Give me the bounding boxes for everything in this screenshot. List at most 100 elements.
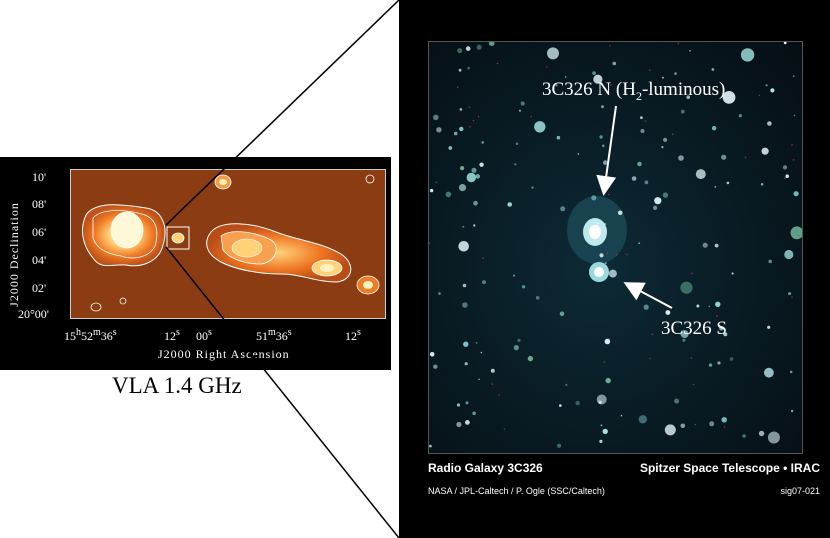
noise-pixel (649, 357, 651, 360)
noise-pixel (615, 254, 618, 256)
star (456, 421, 462, 428)
star (696, 304, 700, 308)
noise-pixel (692, 383, 695, 386)
star (640, 116, 643, 119)
ra-tick: 15h52m36s (64, 327, 117, 343)
noise-pixel (456, 86, 459, 88)
star (726, 181, 730, 185)
star (481, 141, 484, 144)
star (708, 363, 713, 367)
star (714, 185, 717, 188)
noise-pixel (545, 66, 548, 68)
noise-pixel (496, 62, 499, 65)
star (761, 147, 769, 155)
spitzer-ir-panel: 3C326 N (H2-luminous) 3C326 S Radio Gala… (399, 0, 830, 538)
star (715, 301, 721, 307)
ir-image: 3C326 N (H2-luminous) 3C326 S (428, 41, 803, 454)
star (475, 174, 480, 179)
star (472, 411, 476, 416)
noise-pixel (744, 156, 747, 159)
star (471, 167, 477, 173)
star (620, 414, 623, 417)
star (603, 223, 607, 226)
noise-pixel (468, 106, 471, 109)
star (527, 355, 534, 362)
star (488, 42, 495, 46)
noise-pixel (671, 133, 674, 136)
star (612, 61, 617, 66)
star (547, 47, 559, 60)
star (662, 192, 669, 198)
star (717, 361, 721, 365)
image-id: sig07-021 (780, 486, 820, 496)
star (770, 88, 775, 93)
noise-pixel (723, 426, 726, 428)
star (429, 242, 430, 244)
star (702, 242, 708, 248)
noise-pixel (472, 119, 475, 122)
star (458, 68, 462, 72)
star (456, 403, 461, 407)
dec-tick: 04' (32, 253, 47, 267)
star (638, 242, 640, 245)
star (565, 383, 568, 386)
star (678, 155, 684, 161)
vla-radio-map-panel: 10' 08' 06' 04' 02' 20°00' 15h52m36s 12s… (0, 157, 391, 370)
noise-pixel (797, 234, 800, 237)
star (664, 424, 676, 436)
star (760, 183, 764, 186)
star (638, 415, 647, 424)
ra-axis-label: J2000 Right Ascension (158, 347, 290, 361)
star (711, 126, 717, 131)
noise-pixel (477, 115, 480, 118)
noise-pixel (649, 69, 651, 71)
star (767, 431, 780, 444)
arrow-overlay (596, 105, 673, 309)
star (783, 42, 787, 45)
star (661, 146, 664, 149)
noise-pixel (791, 296, 793, 298)
star (475, 342, 478, 344)
star (695, 169, 706, 180)
star (602, 428, 608, 435)
dec-tick: 20°00' (18, 307, 49, 321)
radio-contour-graphic (82, 174, 380, 312)
star (514, 163, 517, 166)
star (429, 444, 432, 448)
noise-pixel (608, 337, 610, 340)
star (466, 172, 476, 183)
star (436, 127, 442, 133)
noise-pixel (606, 252, 608, 255)
star (680, 281, 693, 294)
star (789, 370, 793, 374)
star (689, 49, 691, 52)
star (453, 131, 458, 136)
noise-pixel (716, 315, 718, 317)
noise-pixel (609, 45, 611, 47)
star (429, 352, 435, 357)
star (723, 332, 728, 337)
dec-tick: 10' (32, 170, 47, 184)
star (682, 338, 686, 342)
star (478, 378, 480, 381)
dec-tick: 02' (32, 281, 47, 295)
star (575, 400, 580, 406)
star (793, 191, 799, 197)
star (601, 105, 604, 109)
star (722, 91, 736, 104)
star (665, 310, 671, 315)
noise-pixel (626, 253, 628, 256)
dec-tick: 06' (32, 225, 47, 239)
star (674, 72, 677, 75)
star (460, 166, 465, 171)
star (515, 142, 519, 145)
star (708, 305, 711, 308)
star (790, 409, 794, 413)
star (608, 269, 617, 278)
star (445, 191, 452, 198)
star (433, 114, 439, 121)
star (729, 357, 734, 361)
star (663, 137, 668, 142)
star (480, 351, 483, 354)
star (784, 249, 794, 260)
